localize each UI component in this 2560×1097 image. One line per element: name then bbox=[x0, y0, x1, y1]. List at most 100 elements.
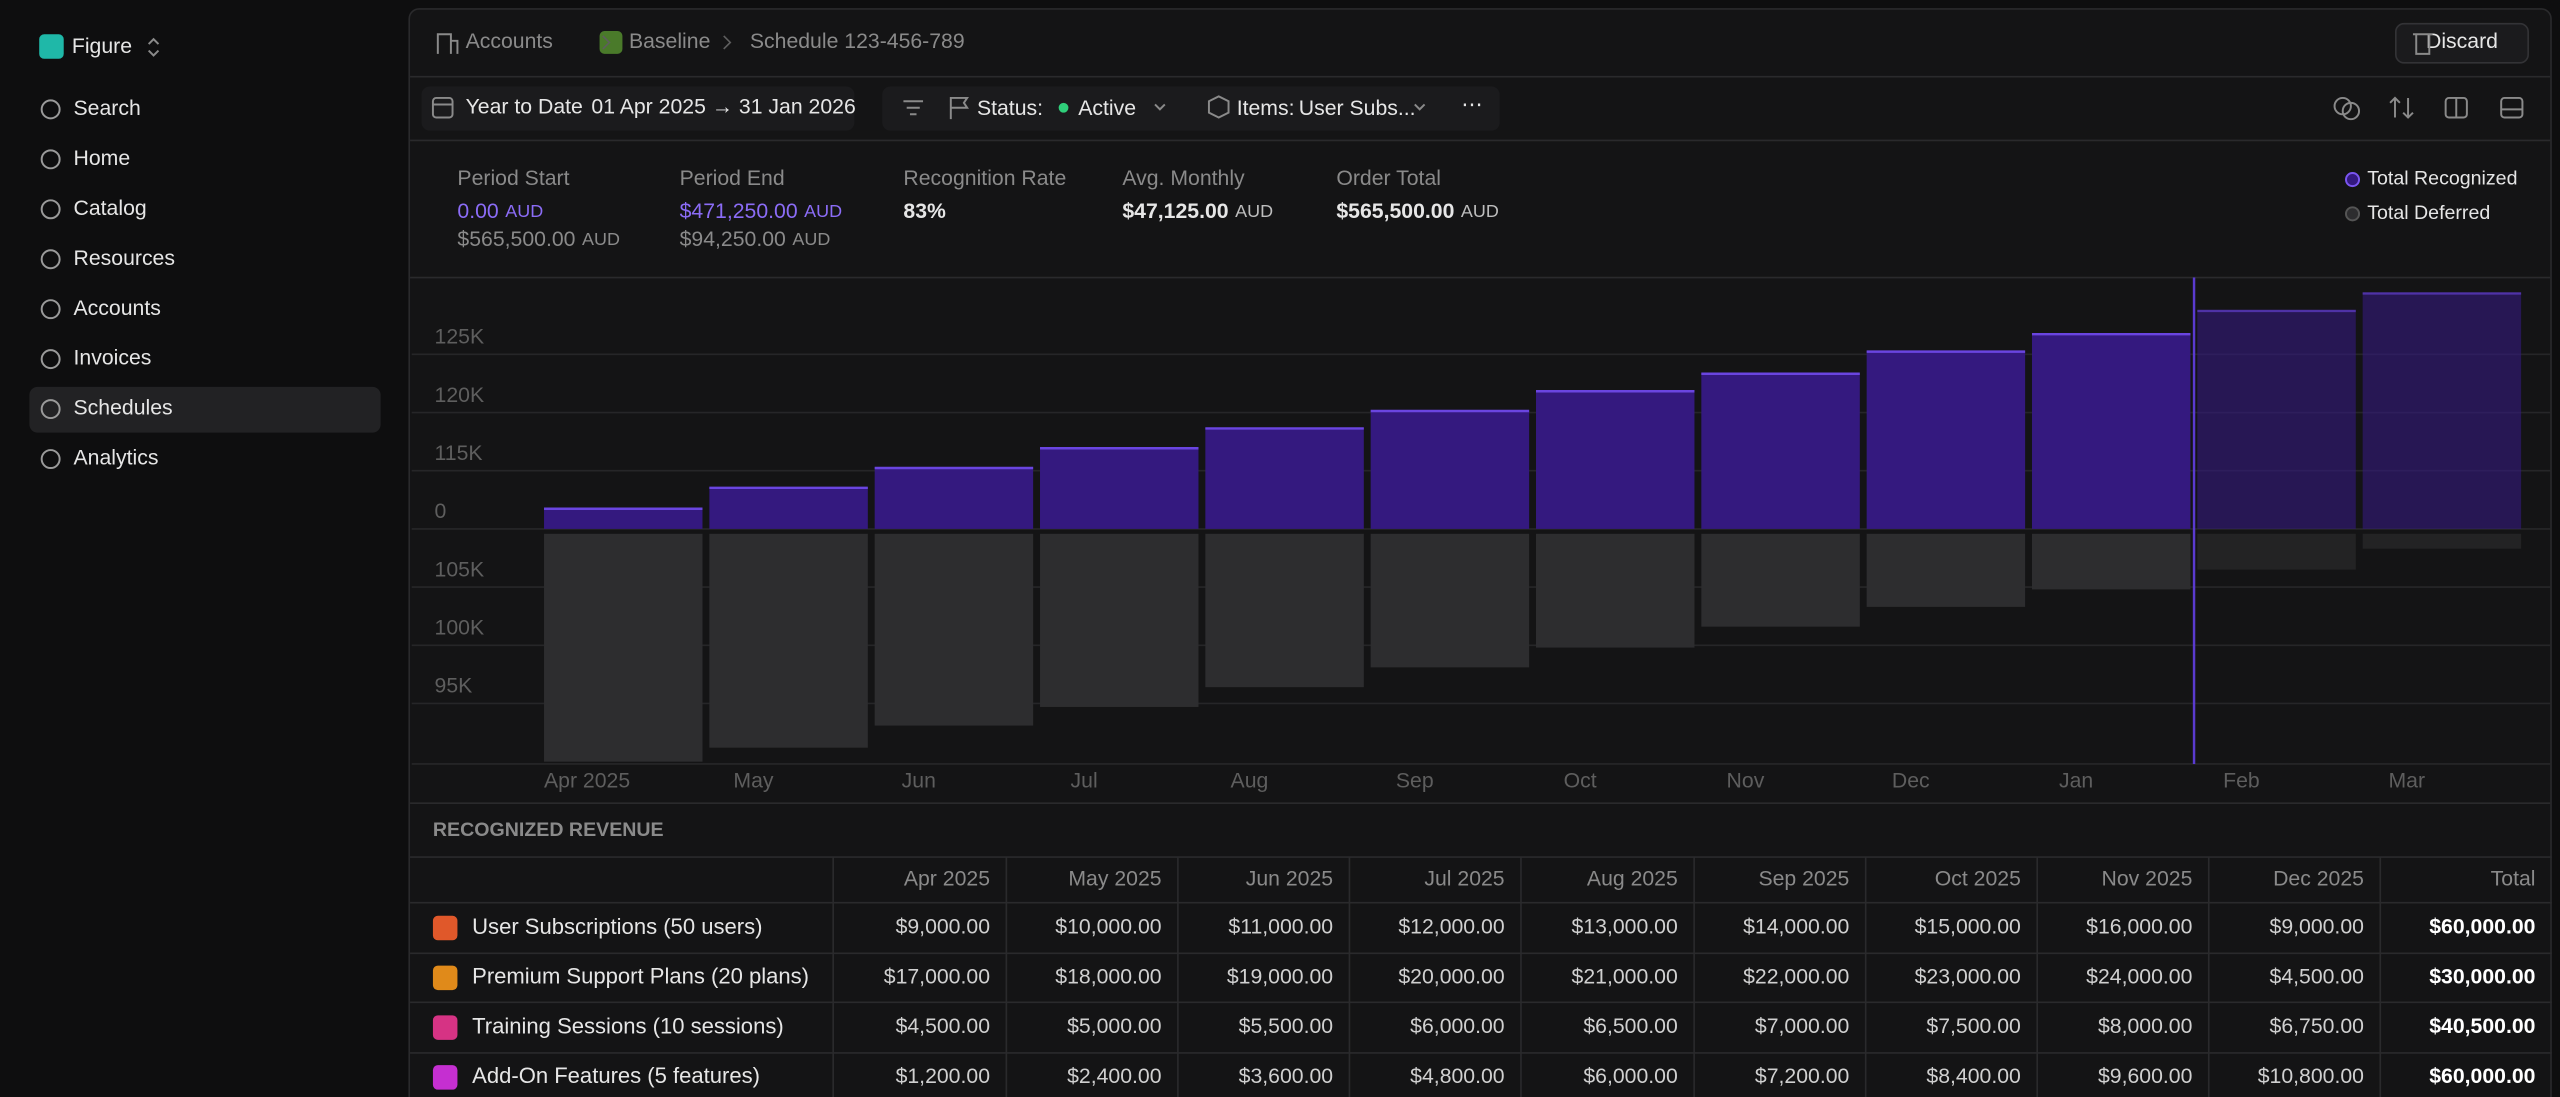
table-header: Total bbox=[2491, 867, 2536, 890]
table-cell: $13,000.00 bbox=[1572, 916, 1678, 939]
stat-value: 83% bbox=[903, 200, 946, 223]
table-title: RECOGNIZED REVENUE bbox=[433, 819, 664, 841]
bar bbox=[1205, 427, 1364, 529]
x-tick-label: Mar bbox=[2388, 770, 2425, 793]
bar bbox=[874, 467, 1034, 529]
toolbar-icons bbox=[147, 33, 2524, 121]
stat-unit: AUD bbox=[1461, 201, 1499, 221]
bar bbox=[709, 486, 868, 529]
nav-icon bbox=[40, 149, 61, 170]
breadcrumb-sep bbox=[602, 35, 611, 50]
bar bbox=[709, 533, 868, 748]
stat-label: Recognition Rate bbox=[903, 167, 1066, 190]
filter-pill[interactable] bbox=[882, 86, 1500, 131]
items-label[interactable]: Items: bbox=[1237, 97, 1295, 120]
item-name: Add-On Features (5 features) bbox=[472, 1063, 760, 1088]
row-total: $30,000.00 bbox=[2429, 965, 2535, 988]
table-cell: $6,500.00 bbox=[1583, 1015, 1677, 1038]
bar bbox=[2362, 292, 2522, 529]
breadcrumb-item[interactable]: Baseline bbox=[629, 30, 710, 53]
y-tick-label: 125K bbox=[435, 326, 485, 349]
status-label[interactable]: Status: bbox=[977, 97, 1043, 120]
table-cell: $23,000.00 bbox=[1915, 965, 2021, 988]
stat-value: 0.00 AUD bbox=[457, 200, 543, 223]
stat-number: $471,250.00 bbox=[680, 200, 798, 223]
table-cell: $6,000.00 bbox=[1583, 1065, 1677, 1088]
nav-icon bbox=[40, 299, 61, 320]
row-total: $40,500.00 bbox=[2429, 1015, 2535, 1038]
table-header: Jul 2025 bbox=[1424, 867, 1504, 890]
nav-icon bbox=[40, 99, 61, 120]
item-icon bbox=[432, 915, 458, 941]
nav-icon bbox=[40, 199, 61, 220]
stat-number: $47,125.00 bbox=[1122, 200, 1228, 223]
nav-icon bbox=[40, 249, 61, 270]
breadcrumb-item[interactable]: Schedule 123-456-789 bbox=[750, 30, 965, 53]
bar bbox=[1205, 533, 1364, 688]
table-cell: $6,000.00 bbox=[1410, 1015, 1504, 1038]
stat-unit: AUD bbox=[1235, 201, 1273, 221]
table-cell: $4,500.00 bbox=[896, 1015, 990, 1038]
row-total: $60,000.00 bbox=[2429, 916, 2535, 939]
table-cell: $8,000.00 bbox=[2098, 1015, 2192, 1038]
bar bbox=[1040, 533, 1199, 707]
discard-label[interactable]: Discard bbox=[2426, 30, 2498, 53]
table-cell: $14,000.00 bbox=[1743, 916, 1849, 939]
stat-label: Period End bbox=[680, 167, 785, 190]
nav-item[interactable]: Accounts bbox=[74, 297, 161, 320]
nav-item[interactable]: Search bbox=[74, 97, 141, 120]
bar bbox=[874, 533, 1034, 726]
nav-item[interactable]: Analytics bbox=[74, 447, 159, 470]
stat-value: $47,125.00 AUD bbox=[1122, 200, 1273, 223]
bar bbox=[1701, 533, 1860, 627]
bar bbox=[1866, 350, 2026, 529]
x-tick-label: Oct bbox=[1564, 770, 1597, 793]
x-tick-label: Nov bbox=[1727, 770, 1765, 793]
status-value[interactable]: Active bbox=[1078, 97, 1136, 120]
nav-item[interactable]: Invoices bbox=[74, 347, 152, 370]
nav-item[interactable]: Schedules bbox=[74, 397, 173, 420]
table-cell: $7,500.00 bbox=[1926, 1015, 2020, 1038]
table-cell: $10,000.00 bbox=[1055, 916, 1161, 939]
x-tick-label: Dec bbox=[1892, 770, 1930, 793]
date-range-pill[interactable] bbox=[421, 86, 855, 131]
nav-item[interactable]: Home bbox=[74, 147, 131, 170]
more-menu[interactable]: ⋯ bbox=[1461, 94, 1482, 117]
table-cell: $9,000.00 bbox=[896, 916, 990, 939]
nav-icon bbox=[40, 449, 61, 470]
table-cell: $5,000.00 bbox=[1067, 1015, 1161, 1038]
x-tick-label: May bbox=[733, 770, 773, 793]
item-name: Training Sessions (10 sessions) bbox=[472, 1013, 784, 1038]
item-name: Premium Support Plans (20 plans) bbox=[472, 964, 809, 989]
breadcrumb-item[interactable]: Accounts bbox=[466, 30, 553, 53]
stat-secondary-unit: AUD bbox=[792, 229, 830, 249]
stat-secondary-number: $94,250.00 bbox=[680, 228, 786, 251]
table-header: Dec 2025 bbox=[2273, 867, 2364, 890]
legend-label[interactable]: Total Recognized bbox=[2367, 168, 2517, 190]
stat-unit: AUD bbox=[804, 201, 842, 221]
legend-label[interactable]: Total Deferred bbox=[2367, 202, 2490, 224]
nav-item[interactable]: Resources bbox=[74, 247, 175, 270]
table-cell: $8,400.00 bbox=[1926, 1065, 2020, 1088]
bar bbox=[1536, 390, 1695, 529]
table-header: Apr 2025 bbox=[904, 867, 990, 890]
table-cell: $9,600.00 bbox=[2098, 1065, 2192, 1088]
table-header: Jun 2025 bbox=[1246, 867, 1333, 890]
item-icon bbox=[432, 1065, 458, 1090]
table-cell: $16,000.00 bbox=[2086, 916, 2192, 939]
range-label[interactable]: Year to Date bbox=[466, 95, 583, 118]
items-value[interactable]: User Subs... bbox=[1299, 97, 1416, 120]
legend-swatch bbox=[2345, 172, 2361, 188]
y-tick-label: 120K bbox=[435, 384, 485, 407]
y-tick-label: 115K bbox=[435, 442, 483, 465]
table-cell: $7,000.00 bbox=[1755, 1015, 1849, 1038]
bar bbox=[2031, 533, 2191, 590]
range-value[interactable]: 01 Apr 2025 → 31 Jan 2026 bbox=[591, 95, 855, 118]
nav-icon bbox=[40, 399, 61, 420]
bar bbox=[2197, 310, 2356, 529]
workspace-name[interactable]: Figure bbox=[72, 35, 132, 58]
nav-item[interactable]: Catalog bbox=[74, 197, 147, 220]
stat-secondary-number: $565,500.00 bbox=[457, 228, 575, 251]
